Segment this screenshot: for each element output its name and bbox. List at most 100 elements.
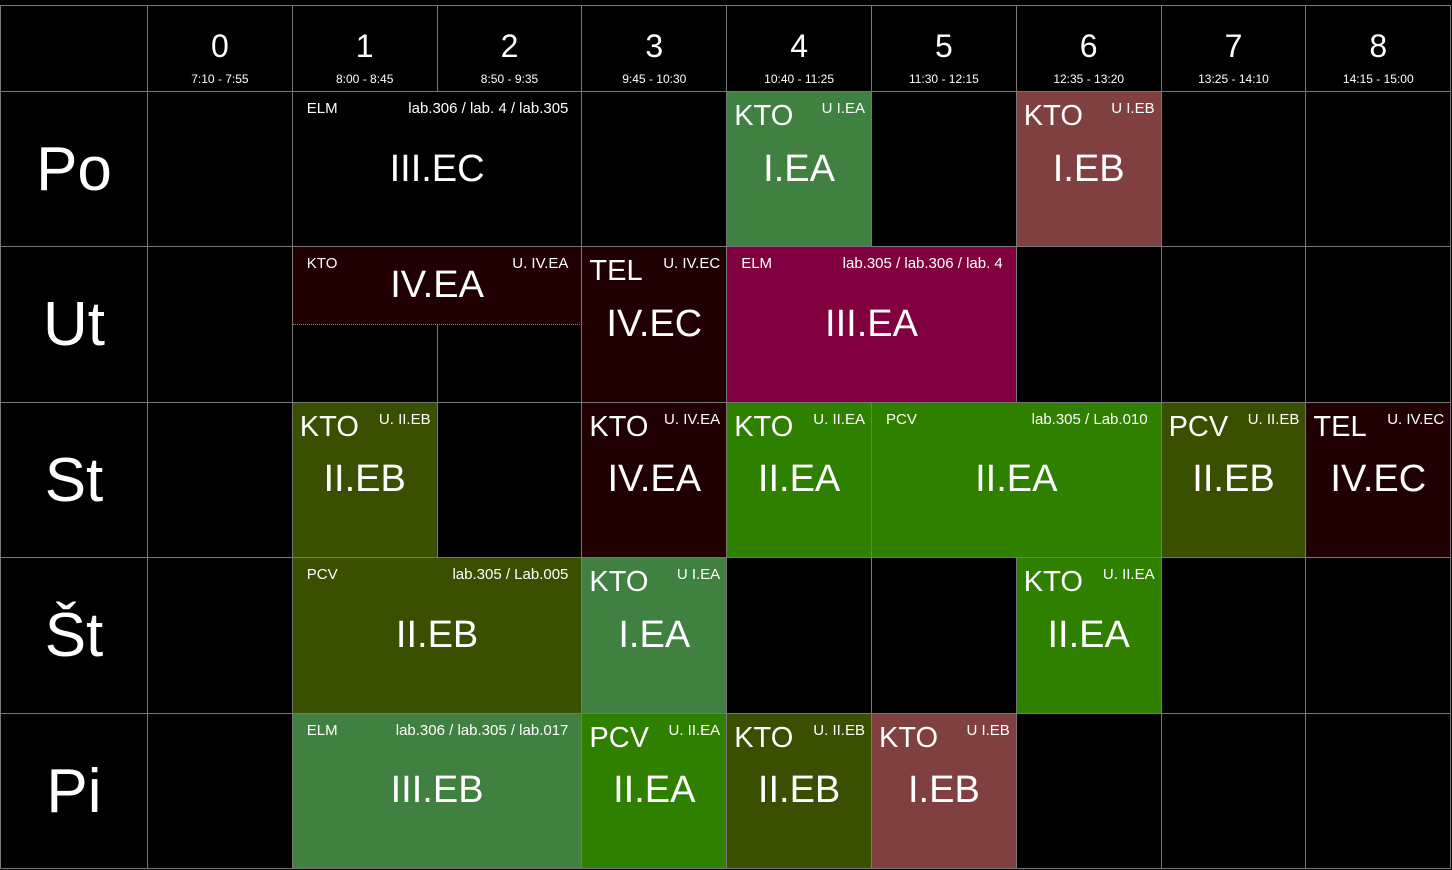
- subject: KTO: [879, 721, 939, 754]
- day-name: Po: [36, 135, 112, 204]
- corner-cell: [0, 5, 148, 92]
- period-number: 0: [211, 28, 229, 64]
- lesson: KTO U. IV.EA IV.EA: [291, 246, 583, 326]
- room: U. II.EA: [1102, 566, 1155, 584]
- lesson: KTO U. II.EB II.EB: [726, 712, 872, 869]
- lesson: PCV U. II.EA II.EA: [581, 712, 728, 869]
- empty-cell: [1160, 557, 1307, 714]
- subject: KTO: [589, 566, 649, 599]
- empty-cell: [147, 401, 293, 559]
- period-number: 5: [935, 28, 953, 64]
- class-name: II.EB: [323, 458, 406, 501]
- empty-cell: [1305, 91, 1452, 248]
- empty-cell: [1015, 246, 1162, 403]
- empty-cell: [147, 246, 293, 403]
- empty-cell: [1160, 91, 1307, 248]
- day-cell: Ut: [0, 246, 148, 403]
- class-name: IV.EA: [607, 458, 702, 501]
- lesson: ELM lab.306 / lab. 4 / lab.305 III.EC: [291, 91, 583, 248]
- subject: KTO: [1023, 566, 1083, 599]
- room: U. IV.EC: [663, 255, 721, 273]
- room: U. II.EA: [813, 410, 865, 428]
- lesson: KTO U. II.EA II.EA: [1015, 557, 1162, 714]
- subject: ELM: [306, 100, 338, 117]
- lesson: KTO U I.EA I.EA: [726, 91, 872, 248]
- room: U. IV.EA: [512, 255, 569, 273]
- room: U. II.EA: [668, 721, 721, 739]
- empty-cell: [1305, 712, 1452, 869]
- room: U I.EB: [1111, 100, 1155, 117]
- lesson: KTO U I.EB I.EB: [871, 712, 1017, 869]
- room: lab.306 / lab. 4 / lab.305: [408, 100, 569, 117]
- period-number: 2: [500, 28, 519, 64]
- class-name: IV.EC: [1330, 458, 1427, 501]
- lesson: KTO U. II.EA II.EA: [726, 401, 872, 559]
- empty-cell: [1305, 246, 1452, 403]
- room: U. II.EB: [1247, 410, 1300, 428]
- class-name: II.EA: [975, 458, 1058, 501]
- subject: ELM: [306, 721, 338, 739]
- subject: ELM: [741, 255, 773, 273]
- period-number: 4: [790, 28, 808, 64]
- day-cell: Po: [0, 91, 148, 248]
- subject: TEL: [1313, 410, 1367, 443]
- subject: PCV: [1168, 410, 1229, 443]
- class-name: II.EA: [1047, 613, 1130, 656]
- room: U I.EA: [676, 566, 721, 584]
- subject: KTO: [734, 721, 794, 754]
- period-time: 14:15 - 15:00: [1342, 72, 1414, 86]
- period-number: 8: [1369, 28, 1388, 64]
- room: U I.EA: [821, 100, 865, 117]
- period-header: 3 9:45 - 10:30: [581, 5, 728, 92]
- day-cell: Pi: [0, 712, 148, 869]
- room: U. IV.EC: [1387, 410, 1445, 428]
- period-time: 8:50 - 9:35: [480, 72, 539, 86]
- empty-cell: [1160, 246, 1307, 403]
- room: U I.EB: [966, 721, 1010, 739]
- class-name: II.EA: [757, 458, 841, 501]
- lesson: PCV U. II.EB II.EB: [1160, 401, 1307, 559]
- room: lab.305 / Lab.005: [452, 566, 569, 584]
- class-name: I.EB: [1052, 147, 1125, 190]
- subject: KTO: [306, 255, 338, 273]
- class-name: II.EB: [1192, 458, 1275, 501]
- lesson: KTO U I.EB I.EB: [1015, 91, 1162, 248]
- empty-cell: [1160, 712, 1307, 869]
- period-time: 13:25 - 14:10: [1198, 72, 1269, 86]
- class-name: II.EB: [757, 769, 841, 812]
- empty-cell: [871, 91, 1017, 248]
- day-name: Ut: [43, 290, 105, 360]
- class-name: IV.EC: [606, 303, 703, 346]
- lesson: TEL U. IV.EC IV.EC: [1305, 401, 1452, 559]
- period-number: 7: [1224, 28, 1243, 64]
- lesson: KTO U I.EA I.EA: [581, 557, 728, 714]
- room: lab.305 / lab.306 / lab. 4: [842, 255, 1003, 273]
- lesson: KTO U. IV.EA IV.EA: [581, 401, 728, 559]
- period-header: 5 11:30 - 12:15: [871, 5, 1017, 92]
- lesson: KTO U. II.EB II.EB: [291, 401, 438, 559]
- period-time: 12:35 - 13:20: [1053, 72, 1125, 86]
- subject: PCV: [306, 566, 338, 584]
- class-name: II.EA: [613, 769, 696, 812]
- period-number: 1: [355, 28, 374, 64]
- lesson: ELM lab.305 / lab.306 / lab. 4 III.EA: [726, 246, 1017, 403]
- day-cell: Št: [0, 557, 148, 714]
- class-name: I.EA: [763, 147, 835, 190]
- subject: KTO: [734, 410, 794, 443]
- subject: TEL: [589, 255, 643, 288]
- empty-cell: [1015, 712, 1162, 869]
- empty-cell: [436, 401, 583, 559]
- period-header: 1 8:00 - 8:45: [291, 5, 438, 92]
- class-name: III.EC: [389, 147, 485, 190]
- period-number: 3: [645, 28, 664, 64]
- day-cell: St: [0, 401, 148, 559]
- empty-cell: [147, 712, 293, 869]
- room: lab.306 / lab.305 / lab.017: [395, 721, 569, 739]
- class-name: III.EA: [825, 303, 918, 346]
- period-header: 7 13:25 - 14:10: [1160, 5, 1307, 92]
- class-name: II.EB: [395, 613, 479, 656]
- period-header: 0 7:10 - 7:55: [147, 5, 293, 92]
- empty-cell: [871, 557, 1017, 714]
- empty-cell: [726, 557, 872, 714]
